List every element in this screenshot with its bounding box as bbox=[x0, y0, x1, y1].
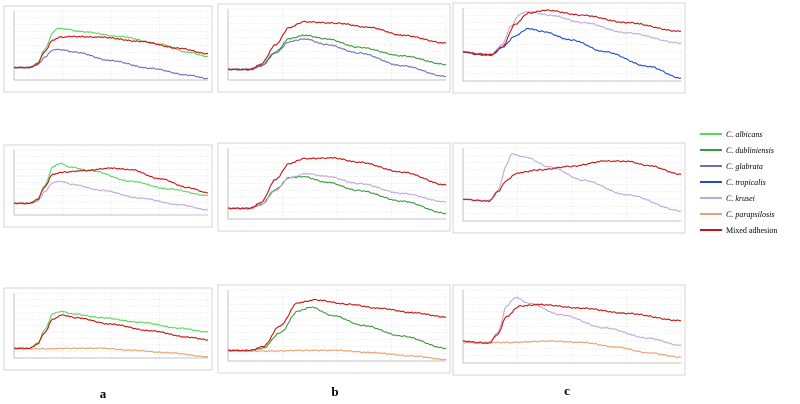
legend-label: Mixed adhesion bbox=[726, 226, 777, 235]
panel-frame bbox=[217, 284, 451, 374]
legend-item: Mixed adhesion bbox=[700, 226, 777, 235]
series-line-c-krusei bbox=[462, 11, 682, 56]
series-line-mixed-adhesion bbox=[462, 9, 682, 56]
chart-panel-row3-c bbox=[452, 284, 686, 376]
panel-frame bbox=[3, 287, 213, 371]
legend-item: C. parapsilosis bbox=[700, 210, 774, 219]
chart-panel-row3-a bbox=[3, 287, 213, 371]
series-line-c-krusei bbox=[13, 180, 209, 211]
series-line-c-krusei bbox=[462, 153, 682, 212]
series-line-c-parapsilosis bbox=[462, 339, 682, 359]
series-line-mixed-adhesion bbox=[13, 314, 209, 350]
chart-panel-row3-b bbox=[217, 284, 451, 374]
legend-item: C. tropicalis bbox=[700, 178, 766, 187]
series-line-c-parapsilosis bbox=[13, 347, 209, 358]
series-line-c-parapsilosis bbox=[227, 349, 447, 361]
legend-label: C. albicans bbox=[726, 130, 762, 139]
column-label-a: a bbox=[100, 386, 107, 401]
legend-item: C. dubliniensis bbox=[700, 146, 774, 155]
series-line-c-albicans bbox=[13, 162, 209, 205]
legend-label: C. krusei bbox=[726, 194, 755, 203]
column-labels: a b c bbox=[100, 383, 570, 401]
panel-frame bbox=[217, 3, 451, 93]
chart-panel-row2-a bbox=[3, 144, 213, 228]
legend-item: C. glabrata bbox=[700, 162, 763, 171]
series-line-mixed-adhesion bbox=[13, 167, 209, 205]
panel-frame bbox=[217, 142, 451, 232]
series-line-c-krusei bbox=[227, 172, 447, 211]
column-label-b: b bbox=[331, 384, 338, 399]
chart-panel-row1-c bbox=[452, 2, 686, 94]
series-line-c-tropicalis bbox=[462, 27, 682, 79]
series-line-mixed-adhesion bbox=[462, 303, 682, 345]
legend-item: C. krusei bbox=[700, 194, 755, 203]
legend-label: C. tropicalis bbox=[726, 178, 766, 187]
series-line-mixed-adhesion bbox=[227, 20, 447, 71]
chart-panel-row2-c bbox=[452, 142, 686, 234]
series-line-c-krusei bbox=[462, 296, 682, 347]
panel-frame bbox=[452, 284, 686, 376]
legend: C. albicans C. dubliniensis C. glabrata C. … bbox=[700, 130, 777, 235]
series-line-mixed-adhesion bbox=[227, 298, 447, 352]
panel-frame bbox=[452, 2, 686, 94]
panel-frame bbox=[3, 144, 213, 228]
series-line-mixed-adhesion bbox=[13, 35, 209, 69]
chart-panel-row2-b bbox=[217, 142, 451, 232]
series-line-c-glabrata bbox=[13, 48, 209, 80]
legend-label: C. dubliniensis bbox=[726, 146, 774, 155]
chart-panel-row1-b bbox=[217, 3, 451, 93]
legend-label: C. glabrata bbox=[726, 162, 763, 171]
legend-label: C. parapsilosis bbox=[726, 210, 774, 219]
panel-frame bbox=[3, 5, 213, 93]
chart-panel-row1-a bbox=[3, 5, 213, 93]
series-line-c-glabrata bbox=[227, 38, 447, 77]
legend-item: C. albicans bbox=[700, 130, 762, 139]
series-line-mixed-adhesion bbox=[462, 160, 682, 203]
column-label-c: c bbox=[564, 383, 570, 398]
series-line-c-dubliniensis bbox=[227, 306, 447, 353]
panel-grid bbox=[3, 2, 686, 376]
panel-frame bbox=[452, 142, 686, 234]
series-line-c-albicans bbox=[13, 310, 209, 350]
series-line-mixed-adhesion bbox=[227, 156, 447, 210]
